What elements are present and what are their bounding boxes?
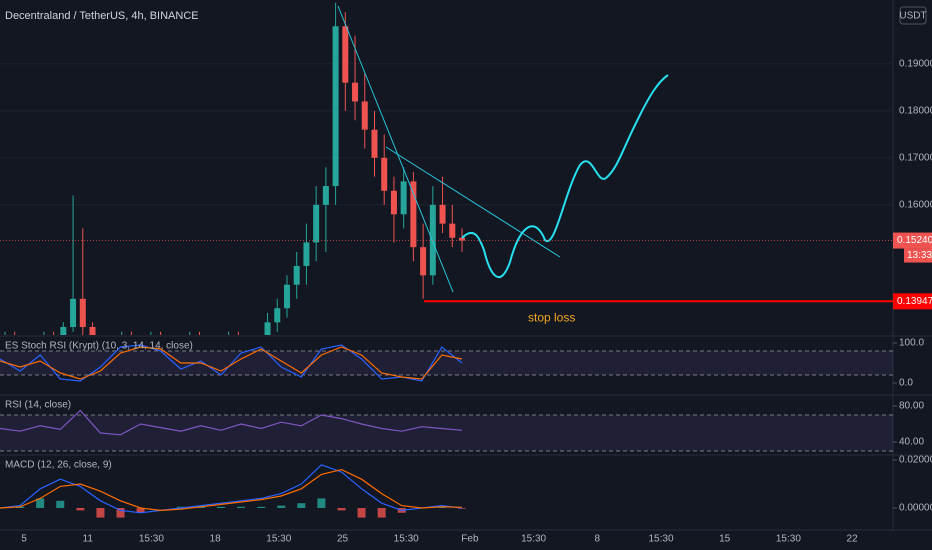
histogram-bar [56, 500, 65, 508]
candle-body [60, 327, 67, 335]
histogram-bar [458, 507, 466, 509]
histogram-bar [277, 505, 286, 508]
histogram-bar [257, 506, 266, 508]
candle-body [390, 190, 397, 215]
x-tick-label: 11 [83, 534, 94, 545]
indicator-line [0, 468, 463, 512]
candle-body [371, 129, 378, 158]
candle-body [420, 247, 427, 276]
histogram-bar [337, 507, 346, 511]
candle-body [79, 298, 86, 328]
x-tick-label: 15:30 [139, 534, 164, 545]
candle-body [332, 26, 339, 187]
y-tick-label: 100.0 [899, 338, 924, 349]
candle-body [410, 181, 417, 248]
candle-body [293, 265, 300, 285]
indicator-title: MACD (12, 26, close, 9) [5, 460, 112, 471]
x-tick-label: 15 [719, 534, 731, 545]
x-tick-label: 15:30 [394, 534, 419, 545]
candle-body [322, 186, 329, 205]
indicator-line [0, 464, 463, 514]
histogram-bar [116, 507, 125, 518]
overlay: 0.15240 13:33 0.13947 stop loss [0, 232, 932, 324]
candle-body [264, 322, 271, 335]
trend-line [385, 146, 561, 258]
stop-loss-text: stop loss [528, 310, 575, 324]
last-price-tag [893, 232, 932, 249]
x-tick-label: 15:30 [266, 534, 291, 545]
x-tick-label: 18 [210, 534, 222, 545]
projection-curve [461, 74, 669, 278]
histogram-bar [96, 507, 105, 518]
x-tick-label: 5 [21, 534, 27, 545]
histogram-bar [136, 507, 145, 513]
indicator-line [0, 344, 463, 382]
histogram-bar [36, 498, 45, 508]
candle-body [439, 204, 446, 224]
stop-loss-tag [893, 293, 932, 310]
candle-body [274, 308, 281, 323]
last-price-label: 0.15240 [897, 235, 932, 246]
histogram-bar [317, 498, 326, 508]
histogram-bar [176, 506, 185, 508]
candle-body [352, 82, 359, 102]
symbol-title: Decentraland / TetherUS, 4h, BINANCE [5, 10, 199, 22]
candle-body [449, 223, 456, 238]
x-tick-label: 8 [595, 534, 601, 545]
y-tick-label: 80.00 [899, 401, 924, 412]
y-tick-label: 0.00000 [899, 503, 932, 514]
countdown: 13:33 [907, 250, 932, 261]
y-tick-label: 0.16000 [899, 199, 932, 210]
histogram-bar [76, 507, 85, 511]
x-tick-label: 22 [847, 534, 859, 545]
y-tick-label: 0.0 [899, 378, 913, 389]
trend-line [337, 5, 454, 293]
candle-body [381, 157, 388, 191]
x-tick-label: 15:30 [521, 534, 546, 545]
indicator-line [0, 409, 463, 436]
histogram-bar [216, 506, 225, 508]
level-band [0, 415, 893, 452]
y-tick-label: 40.00 [899, 437, 924, 448]
level-band [0, 351, 893, 375]
candle-body [89, 327, 96, 335]
histogram-bar [377, 507, 386, 518]
candle-body [459, 237, 465, 241]
candle-body [303, 242, 310, 266]
candle-body [70, 298, 77, 328]
y-tick-label: 0.19000 [899, 59, 932, 70]
histogram-bar [237, 506, 246, 508]
candle-body [361, 101, 368, 130]
candle-body [313, 204, 320, 243]
y-tick-label: 0.18000 [899, 106, 932, 117]
x-tick-label: 15:30 [776, 534, 801, 545]
indicator-title: ES Stoch RSI (Krypt) (10, 3, 14, 14, clo… [5, 341, 193, 352]
x-tick-label: 25 [337, 534, 349, 545]
histogram-bar [357, 507, 366, 518]
stop-loss-price: 0.13947 [897, 296, 932, 307]
candle-body [400, 181, 407, 215]
currency-box[interactable] [899, 6, 927, 25]
x-tick-label: 15:30 [648, 534, 673, 545]
x-tick-label: Feb [461, 534, 479, 545]
currency[interactable]: USDT [899, 11, 926, 22]
countdown-tag [904, 248, 932, 263]
y-tick-label: 0.17000 [899, 153, 932, 164]
indicator-title: RSI (14, close) [5, 400, 71, 411]
histogram-bar [297, 503, 306, 508]
candle-body [342, 26, 349, 83]
y-tick-label: 0.02000 [899, 455, 932, 466]
candle-body [283, 284, 290, 309]
indicator-line [0, 346, 463, 380]
drawings [337, 5, 669, 293]
